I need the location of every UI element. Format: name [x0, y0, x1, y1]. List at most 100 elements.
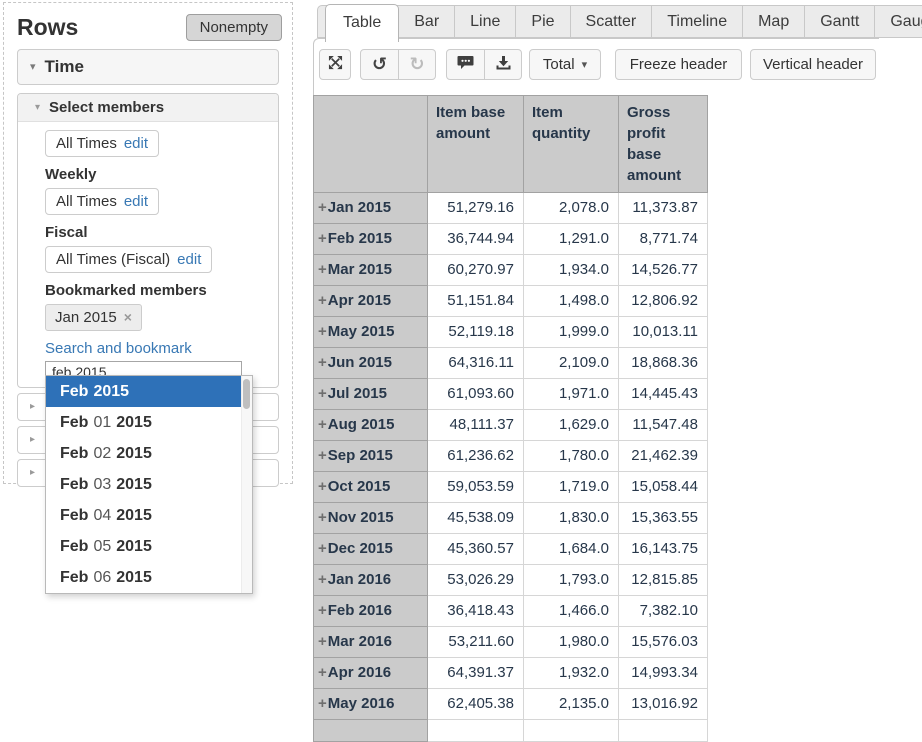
column-header: Gross profit base amount [618, 95, 708, 193]
option-text: Feb [60, 569, 89, 586]
member-box-weekly: All Times edit [45, 187, 160, 215]
weekly-label: Weekly [45, 165, 97, 183]
expand-icon[interactable]: + [318, 571, 327, 588]
total-dropdown-button[interactable]: Total ▾ [529, 49, 601, 80]
row-header-feb-2015[interactable]: +Feb 2015 [313, 223, 428, 255]
search-and-bookmark-link[interactable]: Search and bookmark [45, 339, 192, 357]
row-header-may-2016[interactable]: +May 2016 [313, 688, 428, 720]
tab-bar[interactable]: Bar [414, 13, 440, 30]
select-members-header[interactable]: ▾ Select members [18, 93, 278, 122]
option-text: 03 [93, 476, 112, 493]
comment-button[interactable] [447, 50, 484, 79]
tab-timeline[interactable]: Timeline [651, 6, 742, 37]
expand-icon[interactable]: + [318, 261, 327, 278]
expand-icon[interactable]: + [318, 540, 327, 557]
redo-button[interactable]: ↻ [398, 50, 435, 79]
option-text: 02 [93, 445, 112, 462]
tab-gantt[interactable]: Gantt [804, 6, 874, 37]
fullscreen-button[interactable] [319, 49, 351, 80]
value-cell: 59,053.59 [427, 471, 524, 503]
row-header-aug-2015[interactable]: +Aug 2015 [313, 409, 428, 441]
value-cell: 64,316.11 [427, 347, 524, 379]
option-text: 2015 [116, 507, 152, 524]
value-cell: 53,026.29 [427, 564, 524, 596]
expand-icon[interactable]: + [318, 230, 327, 247]
expand-icon[interactable]: + [318, 292, 327, 309]
expand-icon[interactable]: + [318, 199, 327, 216]
row-header-mar-2015[interactable]: +Mar 2015 [313, 254, 428, 286]
caret-down-icon: ▾ [581, 58, 588, 71]
vertical-header-button[interactable]: Vertical header [750, 49, 876, 80]
table-row: +Apr 2015 51,151.84 1,498.0 12,806.92 [313, 285, 708, 317]
dropdown-list: Feb 2015 Feb 01 2015 Feb 02 2015 Feb 03 2015 Feb 04 2… [46, 376, 252, 593]
row-header-mar-2016[interactable]: +Mar 2016 [313, 626, 428, 658]
value-cell [523, 719, 619, 742]
member-name: All Times [56, 134, 117, 152]
row-header-jun-2015[interactable]: +Jun 2015 [313, 347, 428, 379]
option-text: 2015 [116, 538, 152, 555]
row-header-jan-2015[interactable]: +Jan 2015 [313, 192, 428, 224]
row-header-feb-2016[interactable]: +Feb 2016 [313, 595, 428, 627]
dropdown-option[interactable]: Feb 04 2015 [46, 500, 252, 531]
tab-pie[interactable]: Pie [515, 6, 569, 37]
row-header-may-2015[interactable]: +May 2015 [313, 316, 428, 348]
undo-icon: ↺ [371, 53, 388, 75]
row-header-apr-2016[interactable]: +Apr 2016 [313, 657, 428, 689]
value-cell: 11,547.48 [618, 409, 708, 441]
bookmarked-members-label: Bookmarked members [45, 281, 207, 299]
expand-icon[interactable]: + [318, 478, 327, 495]
tab-map[interactable]: Map [742, 6, 804, 37]
dropdown-scrollbar-thumb[interactable] [243, 379, 250, 409]
value-cell: 15,576.03 [618, 626, 708, 658]
view-tabs: Table Bar Line Pie Scatter Timeline Map Gantt Ga… [317, 4, 922, 42]
expand-icon[interactable]: + [318, 633, 327, 650]
row-header-nov-2015[interactable]: +Nov 2015 [313, 502, 428, 534]
value-cell: 12,806.92 [618, 285, 708, 317]
expand-icon[interactable]: + [318, 354, 327, 371]
freeze-header-button[interactable]: Freeze header [615, 49, 742, 80]
tab-gauge[interactable]: Gauge [874, 6, 922, 37]
dropdown-option[interactable]: Feb 05 2015 [46, 531, 252, 562]
row-header-oct-2015[interactable]: +Oct 2015 [313, 471, 428, 503]
expand-icon[interactable]: + [318, 509, 327, 526]
value-cell: 36,418.43 [427, 595, 524, 627]
value-cell: 45,538.09 [427, 502, 524, 534]
table-row: +Dec 2015 45,360.57 1,684.0 16,143.75 [313, 533, 708, 565]
row-header-jan-2016[interactable]: +Jan 2016 [313, 564, 428, 596]
redo-icon: ↻ [409, 53, 425, 75]
tab-table[interactable]: Table [325, 4, 400, 42]
value-cell: 18,868.36 [618, 347, 708, 379]
row-header-jul-2015[interactable]: +Jul 2015 [313, 378, 428, 410]
dimension-time-header[interactable]: ▾ Time [17, 48, 279, 85]
expand-icon[interactable]: + [318, 602, 327, 619]
expand-icon[interactable]: + [318, 447, 327, 464]
nonempty-button[interactable]: Nonempty [185, 14, 282, 41]
expand-icon[interactable]: + [318, 416, 327, 433]
dropdown-option[interactable]: Feb 06 2015 [46, 562, 252, 593]
dropdown-option[interactable]: Feb 2015 [46, 376, 252, 407]
chevron-down-icon: ▾ [35, 101, 41, 113]
tab-line[interactable]: Line [454, 6, 515, 37]
expand-icon[interactable]: + [318, 323, 327, 340]
row-header-apr-2015[interactable]: +Apr 2015 [313, 285, 428, 317]
dropdown-scrollbar[interactable] [241, 376, 252, 593]
row-header-sep-2015[interactable]: +Sep 2015 [313, 440, 428, 472]
edit-link[interactable]: edit [123, 192, 149, 210]
expand-icon[interactable]: + [318, 664, 327, 681]
remove-tag-icon[interactable]: × [123, 308, 132, 325]
expand-icon[interactable]: + [318, 695, 327, 712]
comment-export-group [446, 49, 522, 80]
tab-scatter[interactable]: Scatter [569, 6, 652, 37]
dropdown-option[interactable]: Feb 01 2015 [46, 407, 252, 438]
edit-link[interactable]: edit [123, 134, 149, 152]
dropdown-option[interactable]: Feb 03 2015 [46, 469, 252, 500]
expand-icon[interactable]: + [318, 385, 327, 402]
edit-link[interactable]: edit [177, 250, 202, 268]
option-text: Feb [60, 445, 89, 462]
undo-button[interactable]: ↺ [361, 50, 398, 79]
download-button[interactable] [484, 50, 521, 79]
row-header-dec-2015[interactable]: +Dec 2015 [313, 533, 428, 565]
dropdown-option[interactable]: Feb 02 2015 [46, 438, 252, 469]
value-cell: 14,526.77 [618, 254, 708, 286]
value-cell: 45,360.57 [427, 533, 524, 565]
